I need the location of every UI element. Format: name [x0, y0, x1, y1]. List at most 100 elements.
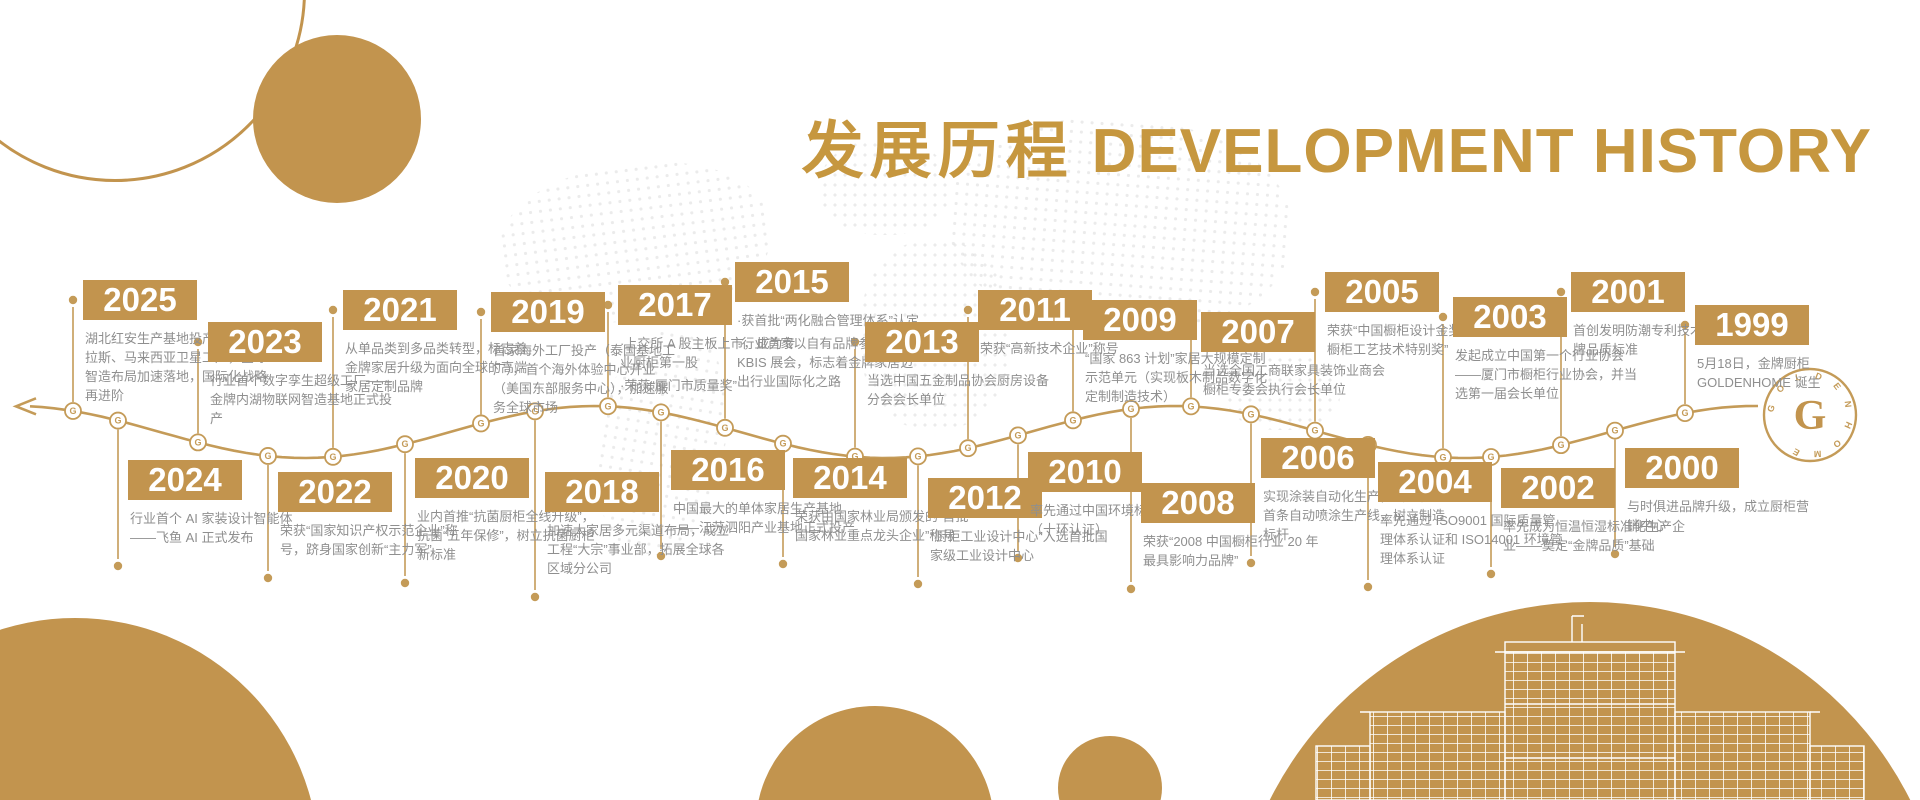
node-letter: G [604, 401, 611, 411]
connector-dot [530, 592, 540, 602]
connector-dot [1556, 287, 1566, 297]
timeline-node [1676, 404, 1694, 423]
headquarters-illustration [1269, 602, 1911, 800]
node-letter: G [964, 443, 971, 453]
connector-dot [1610, 549, 1620, 559]
connector-dot [656, 551, 666, 561]
connector-dot [1438, 312, 1448, 322]
year-badge-2025: 2025 [83, 280, 197, 320]
milestone-paragraph: 荣获“国家知识产权示范企业”称号，跻身国家创新“主力军” [280, 523, 458, 557]
year-badge-2001: 2001 [1571, 272, 1685, 312]
node-letter: G [1611, 426, 1618, 436]
milestone-text-2023: 行业首个数字孪生超级工厂——金牌内湖物联网智造基地正式投产 [210, 372, 396, 433]
connector-dot [193, 337, 203, 347]
timeline-node [599, 397, 617, 416]
node-letter: G [779, 439, 786, 449]
milestone-paragraph: 首家海外工厂投产（泰国基地工厂），首个海外体验中心开业（美国东部服务中心），加速… [493, 343, 676, 415]
milestone-paragraph: “厨柜工业设计中心”入选首批国家级工业设计中心 [930, 529, 1108, 563]
milestone-paragraph: ·荣获“厦门市质量奖” [620, 377, 737, 393]
milestone-text-2003: 发起成立中国第一个行业协会——厦门市橱柜行业协会，并当选第一届会长单位 [1455, 347, 1641, 408]
connector-dot [400, 578, 410, 588]
node-letter: G [114, 416, 121, 426]
year-badge-2013: 2013 [865, 322, 979, 362]
connector-dot [328, 305, 338, 315]
node-letter: G [721, 423, 728, 433]
connector-dot [263, 573, 273, 583]
connector-dot [778, 559, 788, 569]
year-badge-2024: 2024 [128, 460, 242, 500]
milestone-paragraph: 当选中国五金制品协会厨房设备分会会长单位 [867, 373, 1050, 407]
year-badge-2012: 2012 [928, 478, 1042, 518]
year-badge-2017: 2017 [618, 285, 732, 325]
year-badge-2016: 2016 [671, 450, 785, 490]
year-badge-2018: 2018 [545, 472, 659, 512]
year-badge-2004: 2004 [1378, 462, 1492, 502]
year-badge-2009: 2009 [1083, 300, 1197, 340]
connector-dot [720, 277, 730, 287]
page-title-en: DEVELOPMENT HISTORY [1091, 117, 1872, 186]
timeline-node [259, 447, 277, 465]
milestone-text-2022: 荣获“国家知识产权示范企业”称号，跻身国家创新“主力军” [280, 522, 466, 564]
year-badge-2010: 2010 [1028, 452, 1142, 492]
year-badge-2008: 2008 [1141, 483, 1255, 523]
milestone-text-2007: 当选全国工商联家具装饰业商会橱柜专委会执行会长单位 [1203, 362, 1389, 404]
connector-dot [1363, 582, 1373, 592]
milestone-text-2004: 率先通过 ISO9001 国际质量管理体系认证和 ISO14001 环境管理体系… [1380, 512, 1566, 573]
timeline-node [526, 402, 544, 421]
timeline-node [1009, 426, 1027, 445]
timeline-node [1182, 397, 1200, 416]
connector-dot [963, 305, 973, 315]
timeline-node [1606, 421, 1624, 440]
milestone-paragraph: 率先成为恒温恒湿标准化生产企业——奠定“金牌品质”基础 [1503, 519, 1686, 553]
milestone-paragraph: 加速大家居多元渠道布局，成立工程“大宗”事业部，拓展全球各区域分公司 [547, 523, 730, 576]
timeline-node [396, 435, 414, 454]
milestone-paragraph: 与时俱进品牌升级，成立厨柜营销中心 [1627, 499, 1810, 533]
timeline-node [652, 403, 670, 422]
timeline-path [29, 404, 1759, 460]
milestone-paragraph: “国家 863 计划”家居大规模定制示范单元（实现板木制品数字化定制制造技术） [1085, 351, 1268, 404]
milestone-text-2014: 荣获由国家林业局颁发的“首批国家林业重点龙头企业”称号 [795, 508, 981, 550]
node-letter: G [1311, 426, 1318, 436]
node-letter: G [914, 451, 921, 461]
year-badge-2015: 2015 [735, 262, 849, 302]
building-lineart [1315, 615, 1865, 800]
connector-dot [1126, 584, 1136, 594]
milestone-text-2019: 首家海外工厂投产（泰国基地工厂），首个海外体验中心开业（美国东部服务中心），加速… [493, 342, 679, 421]
connector-dot [113, 561, 123, 571]
page-title: 发展历程 DEVELOPMENT HISTORY [802, 100, 1872, 190]
node-letter: G [1439, 452, 1446, 462]
timeline-node [909, 447, 927, 466]
connector-dot [1310, 287, 1320, 297]
connector-dot [1486, 569, 1496, 579]
milestone-paragraph: 当选全国工商联家具装饰业商会橱柜专委会执行会长单位 [1203, 363, 1386, 397]
node-letter: G [1487, 452, 1494, 462]
milestone-text-1999: 5月18日，金牌厨柜 GOLDENHOME 诞生 [1697, 355, 1883, 397]
goldenhome-logo [1762, 367, 1858, 463]
timeline-node [324, 447, 342, 466]
milestone-paragraph: 5月18日，金牌厨柜 GOLDENHOME 诞生 [1697, 356, 1821, 390]
timeline-node [1242, 405, 1260, 424]
milestone-text-2000: 与时俱进品牌升级，成立厨柜营销中心 [1627, 498, 1813, 540]
year-badge-2003: 2003 [1453, 297, 1567, 337]
year-badge-2011: 2011 [978, 290, 1092, 330]
connector-dot [913, 579, 923, 589]
node-letter: G [1127, 404, 1134, 414]
milestone-paragraph: ·上交所 A 股主板上市，成为专业厨柜第一股 [620, 336, 796, 370]
milestone-text-2017: ·上交所 A 股主板上市，成为专业厨柜第一股 ·荣获“厦门市质量奖” [620, 335, 806, 400]
milestone-paragraph: 业内首推“抗菌厨柜全线升级”，抗菌“五年保修”，树立抗菌厨柜新标准 [417, 509, 595, 562]
milestone-text-2002: 率先成为恒温恒湿标准化生产企业——奠定“金牌品质”基础 [1503, 518, 1689, 560]
milestone-text-2016: 中国最大的单体家居生产基地——江苏泗阳产业基地正式投产 [673, 500, 859, 542]
milestone-text-2013: 当选中国五金制品协会厨房设备分会会长单位 [867, 372, 1053, 414]
milestone-paragraph: 率先通过 ISO9001 国际质量管理体系认证和 ISO14001 环境管理体系… [1380, 513, 1563, 566]
milestone-paragraph: 荣获由国家林业局颁发的“首批国家林业重点龙头企业”称号 [795, 509, 969, 543]
milestone-text-2024: 行业首个 AI 家装设计智能体——飞鱼 AI 正式发布 [130, 510, 316, 552]
milestone-text-2009: “国家 863 计划”家居大规模定制示范单元（实现板木制品数字化定制制造技术） [1085, 350, 1271, 411]
node-letter: G [69, 406, 76, 416]
milestone-text-2021: 从单品类到多品类转型，标志着金牌家居升级为面向全球的高端家居定制品牌 [345, 340, 531, 401]
connector-dot [476, 307, 486, 317]
timeline-node [472, 414, 490, 433]
timeline-node [189, 433, 207, 452]
milestone-paragraph: 发起成立中国第一个行业协会——厦门市橱柜行业协会，并当选第一届会长单位 [1455, 348, 1638, 401]
